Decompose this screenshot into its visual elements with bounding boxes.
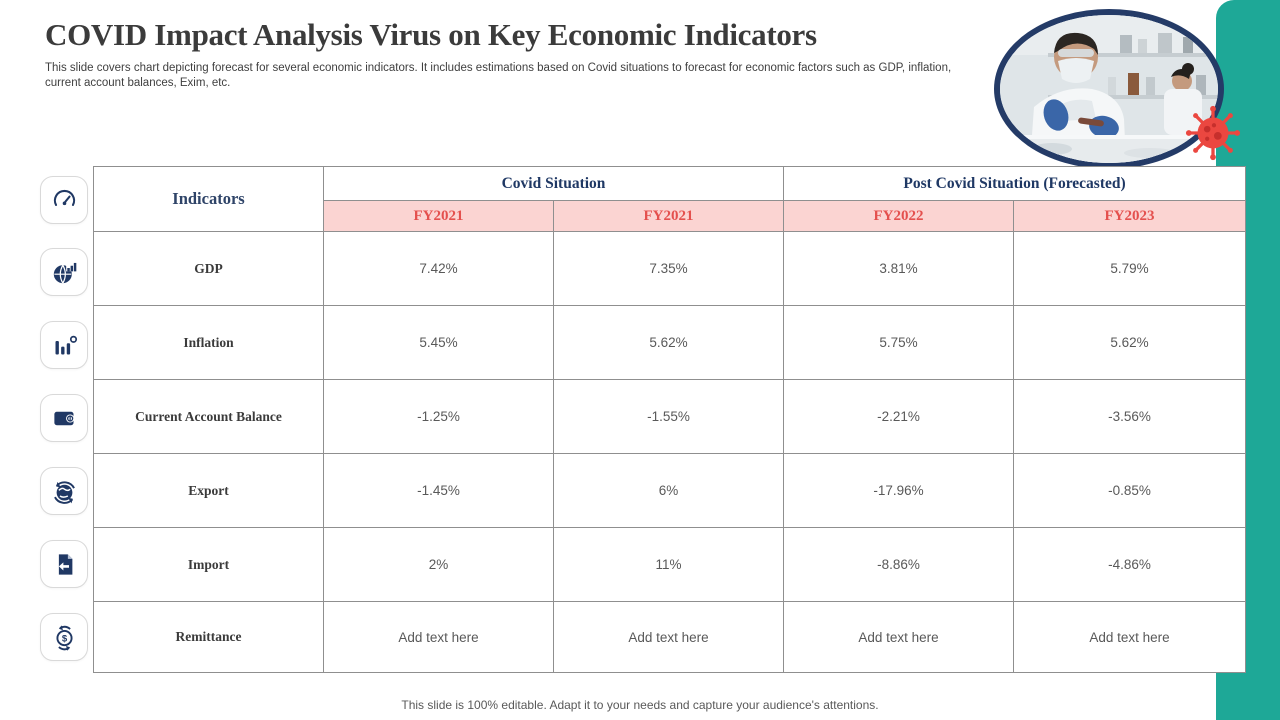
column-header-fy2021-b: FY2021: [552, 200, 785, 232]
row-label-import: Import: [93, 527, 324, 602]
table-row-import: Import 2% 11% -8.86% -4.86%: [93, 527, 1247, 602]
cell-cab-fy2021b: -1.55%: [552, 379, 785, 454]
table-row-remittance: Remittance Add text here Add text here A…: [93, 601, 1247, 673]
cell-gdp-fy2021b: 7.35%: [552, 231, 785, 306]
cell-gdp-fy2021a: 7.42%: [323, 231, 554, 306]
cell-import-fy2021b: 11%: [552, 527, 785, 602]
table-header-row-years: FY2021 FY2021 FY2022 FY2023: [94, 200, 1247, 232]
globe-chart-icon[interactable]: [40, 248, 88, 296]
column-header-indicators: Indicators: [93, 166, 324, 232]
cell-inflation-fy2022: 5.75%: [783, 305, 1015, 380]
slide-header: COVID Impact Analysis Virus on Key Econo…: [45, 16, 975, 90]
cell-remittance-placeholder-3[interactable]: Add text here: [783, 601, 1015, 673]
cell-import-fy2022: -8.86%: [783, 527, 1015, 602]
table-row-gdp: GDP 7.42% 7.35% 3.81% 5.79%: [93, 231, 1247, 306]
cell-export-fy2021b: 6%: [552, 453, 785, 528]
column-header-post-covid-situation: Post Covid Situation (Forecasted): [783, 166, 1247, 201]
cell-import-fy2023: -4.86%: [1013, 527, 1247, 602]
globe-sync-icon[interactable]: [40, 467, 88, 515]
page-title: COVID Impact Analysis Virus on Key Econo…: [45, 17, 817, 52]
cell-export-fy2021a: -1.45%: [323, 453, 554, 528]
bar-chart-icon[interactable]: [40, 321, 88, 369]
cell-cab-fy2023: -3.56%: [1013, 379, 1247, 454]
cell-export-fy2023: -0.85%: [1013, 453, 1247, 528]
cell-inflation-fy2023: 5.62%: [1013, 305, 1247, 380]
cell-remittance-placeholder-2[interactable]: Add text here: [552, 601, 785, 673]
cell-gdp-fy2023: 5.79%: [1013, 231, 1247, 306]
column-header-fy2023: FY2023: [1013, 200, 1247, 232]
cell-remittance-placeholder-4[interactable]: Add text here: [1013, 601, 1247, 673]
virus-icon: [1184, 104, 1242, 162]
cell-remittance-placeholder-1[interactable]: Add text here: [323, 601, 554, 673]
row-label-remittance: Remittance: [93, 601, 324, 673]
column-header-fy2022: FY2022: [783, 200, 1015, 232]
cell-import-fy2021a: 2%: [323, 527, 554, 602]
cell-cab-fy2022: -2.21%: [783, 379, 1015, 454]
slide-footer-note: This slide is 100% editable. Adapt it to…: [401, 698, 879, 712]
cell-inflation-fy2021b: 5.62%: [552, 305, 785, 380]
row-label-gdp: GDP: [93, 231, 324, 306]
table-row-current-account-balance: Current Account Balance -1.25% -1.55% -2…: [93, 379, 1247, 454]
column-header-fy2021-a: FY2021: [323, 200, 554, 232]
cell-export-fy2022: -17.96%: [783, 453, 1015, 528]
gauge-icon[interactable]: [40, 176, 88, 224]
cell-cab-fy2021a: -1.25%: [323, 379, 554, 454]
wallet-icon[interactable]: [40, 394, 88, 442]
row-label-current-account-balance: Current Account Balance: [93, 379, 324, 454]
slide-subtitle: This slide covers chart depicting foreca…: [45, 62, 952, 89]
row-label-export: Export: [93, 453, 324, 528]
cell-inflation-fy2021a: 5.45%: [323, 305, 554, 380]
document-return-icon[interactable]: [40, 540, 88, 588]
row-label-inflation: Inflation: [93, 305, 324, 380]
svg-text:$: $: [61, 633, 67, 644]
indicators-table: Indicators Covid Situation Post Covid Si…: [93, 166, 1247, 673]
table-row-export: Export -1.45% 6% -17.96% -0.85%: [93, 453, 1247, 528]
table-header-row-groups: Indicators Covid Situation Post Covid Si…: [93, 166, 1247, 232]
cell-gdp-fy2022: 3.81%: [783, 231, 1015, 306]
column-header-covid-situation: Covid Situation: [322, 166, 785, 201]
table-row-inflation: Inflation 5.45% 5.62% 5.75% 5.62%: [93, 305, 1247, 380]
currency-exchange-icon[interactable]: $: [40, 613, 88, 661]
